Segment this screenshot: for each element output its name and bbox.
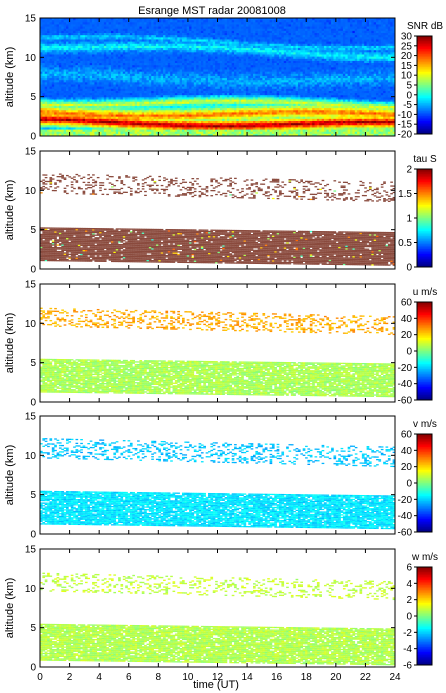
v-colorbar-tick: 60 xyxy=(401,430,413,441)
v-colorbar-tick: -20 xyxy=(398,495,413,506)
v-colorbar-tick: 20 xyxy=(401,462,413,473)
v-ytick-label: 15 xyxy=(25,412,37,423)
xtick-label: 24 xyxy=(389,672,401,683)
tau-colorbar-tick: 0 xyxy=(406,263,412,274)
w-y-axis-label: altitude (km) xyxy=(4,578,16,639)
w-data xyxy=(40,572,395,666)
x-axis-label: time (UT) xyxy=(193,679,239,691)
snr-ytick-label: 0 xyxy=(30,132,36,143)
snr-data xyxy=(40,18,395,136)
v-colorbar-label: v m/s xyxy=(413,419,437,430)
tau-ytick-label: 0 xyxy=(30,265,36,276)
xtick-label: 6 xyxy=(126,672,132,683)
u-colorbar-tick: -40 xyxy=(398,379,413,390)
xtick-label: 12 xyxy=(212,672,224,683)
tau-ytick-label: 5 xyxy=(30,225,36,236)
xtick-label: 8 xyxy=(156,672,162,683)
u-colorbar-tick: 20 xyxy=(401,330,413,341)
snr-ytick-label: 5 xyxy=(30,92,36,103)
xtick-label: 4 xyxy=(96,672,102,683)
tau-ytick-label: 10 xyxy=(25,186,37,197)
snr-ytick-label: 15 xyxy=(25,14,37,25)
u-y-axis-label: altitude (km) xyxy=(4,313,16,374)
w-colorbar-label: w m/s xyxy=(411,552,438,563)
panel-tau: 0 5 10 15 altitude (km) tau S2 1.5 1 0.5 0 xyxy=(4,147,437,276)
snr-colorbar-tick: 30 xyxy=(401,32,413,43)
v-colorbar-tick: -40 xyxy=(398,511,413,522)
u-colorbar-label: u m/s xyxy=(413,287,437,298)
v-y-axis-label: altitude (km) xyxy=(4,445,16,506)
xtick-label: 2 xyxy=(67,672,73,683)
snr-colorbar-tick: -5 xyxy=(403,100,412,111)
v-colorbar-tick: -60 xyxy=(398,528,413,539)
snr-colorbar-tick: -20 xyxy=(398,130,413,141)
xtick-label: 14 xyxy=(242,672,254,683)
v-ytick-label: 5 xyxy=(30,490,36,501)
snr-colorbar-tick: 0 xyxy=(406,90,412,101)
w-ytick-label: 0 xyxy=(30,663,36,674)
tau-colorbar-tick: 1 xyxy=(406,214,412,225)
w-ytick-label: 5 xyxy=(30,623,36,634)
u-data xyxy=(40,307,395,398)
u-colorbar-tick: -60 xyxy=(398,396,413,407)
v-ytick-label: 10 xyxy=(25,451,37,462)
v-colorbar-tick: 0 xyxy=(406,479,412,490)
u-colorbar-tick: -20 xyxy=(398,363,413,374)
xtick-label: 16 xyxy=(271,672,283,683)
w-ytick-label: 15 xyxy=(25,545,37,556)
xtick-label: 10 xyxy=(182,672,194,683)
u-ytick-label: 10 xyxy=(25,319,37,330)
tau-colorbar-tick: 2 xyxy=(406,165,412,176)
w-ytick-label: 10 xyxy=(25,584,37,595)
tau-colorbar-tick: 1.5 xyxy=(398,189,412,200)
tau-y-axis-label: altitude (km) xyxy=(4,180,16,241)
w-colorbar-tick: -2 xyxy=(403,628,412,639)
w-colorbar-tick: -6 xyxy=(403,661,412,672)
panel-u: 0 5 10 15 altitude (km) u m/s60 40 20 0 -20 -40 -60 xyxy=(4,280,437,409)
tau-colorbar-tick: 0.5 xyxy=(398,238,412,249)
u-colorbar-tick: 60 xyxy=(401,298,413,309)
panel-v: 0 5 10 15 altitude (km) v m/s60 40 20 0 -20 -40 -60 xyxy=(4,412,437,541)
u-ytick-label: 0 xyxy=(30,398,36,409)
xtick-label: 18 xyxy=(301,672,313,683)
w-colorbar-tick: 2 xyxy=(406,595,412,606)
tau-data xyxy=(40,173,395,266)
u-colorbar-tick: 0 xyxy=(406,347,412,358)
xtick-label: 22 xyxy=(360,672,372,683)
xtick-label: 0 xyxy=(37,672,43,683)
w-colorbar-tick: 0 xyxy=(406,612,412,623)
xtick-label: 20 xyxy=(330,672,342,683)
w-colorbar-tick: 6 xyxy=(406,563,412,574)
v-data xyxy=(40,438,395,530)
snr-colorbar-tick: 20 xyxy=(401,51,413,62)
tau-ytick-label: 15 xyxy=(25,147,37,158)
v-ytick-label: 0 xyxy=(30,530,36,541)
snr-colorbar-label: SNR dB xyxy=(407,21,443,32)
tau-colorbar-label: tau S xyxy=(413,154,437,165)
snr-ytick-label: 10 xyxy=(25,53,37,64)
u-ytick-label: 15 xyxy=(25,280,37,291)
u-ytick-label: 5 xyxy=(30,358,36,369)
snr-colorbar-tick: 15 xyxy=(401,61,413,72)
u-colorbar-tick: 40 xyxy=(401,314,413,325)
w-colorbar-tick: -4 xyxy=(403,644,412,655)
snr-colorbar-tick: 10 xyxy=(401,71,413,82)
chart-title: Esrange MST radar 20081008 xyxy=(138,5,286,17)
snr-colorbar-tick: 25 xyxy=(401,41,413,52)
snr-colorbar-tick: -15 xyxy=(398,120,413,131)
w-colorbar-tick: 4 xyxy=(406,579,412,590)
snr-colorbar-tick: 5 xyxy=(406,81,412,92)
snr-colorbar-tick: -10 xyxy=(398,110,413,121)
snr-y-axis-label: altitude (km) xyxy=(4,47,16,108)
v-colorbar-tick: 40 xyxy=(401,446,413,457)
